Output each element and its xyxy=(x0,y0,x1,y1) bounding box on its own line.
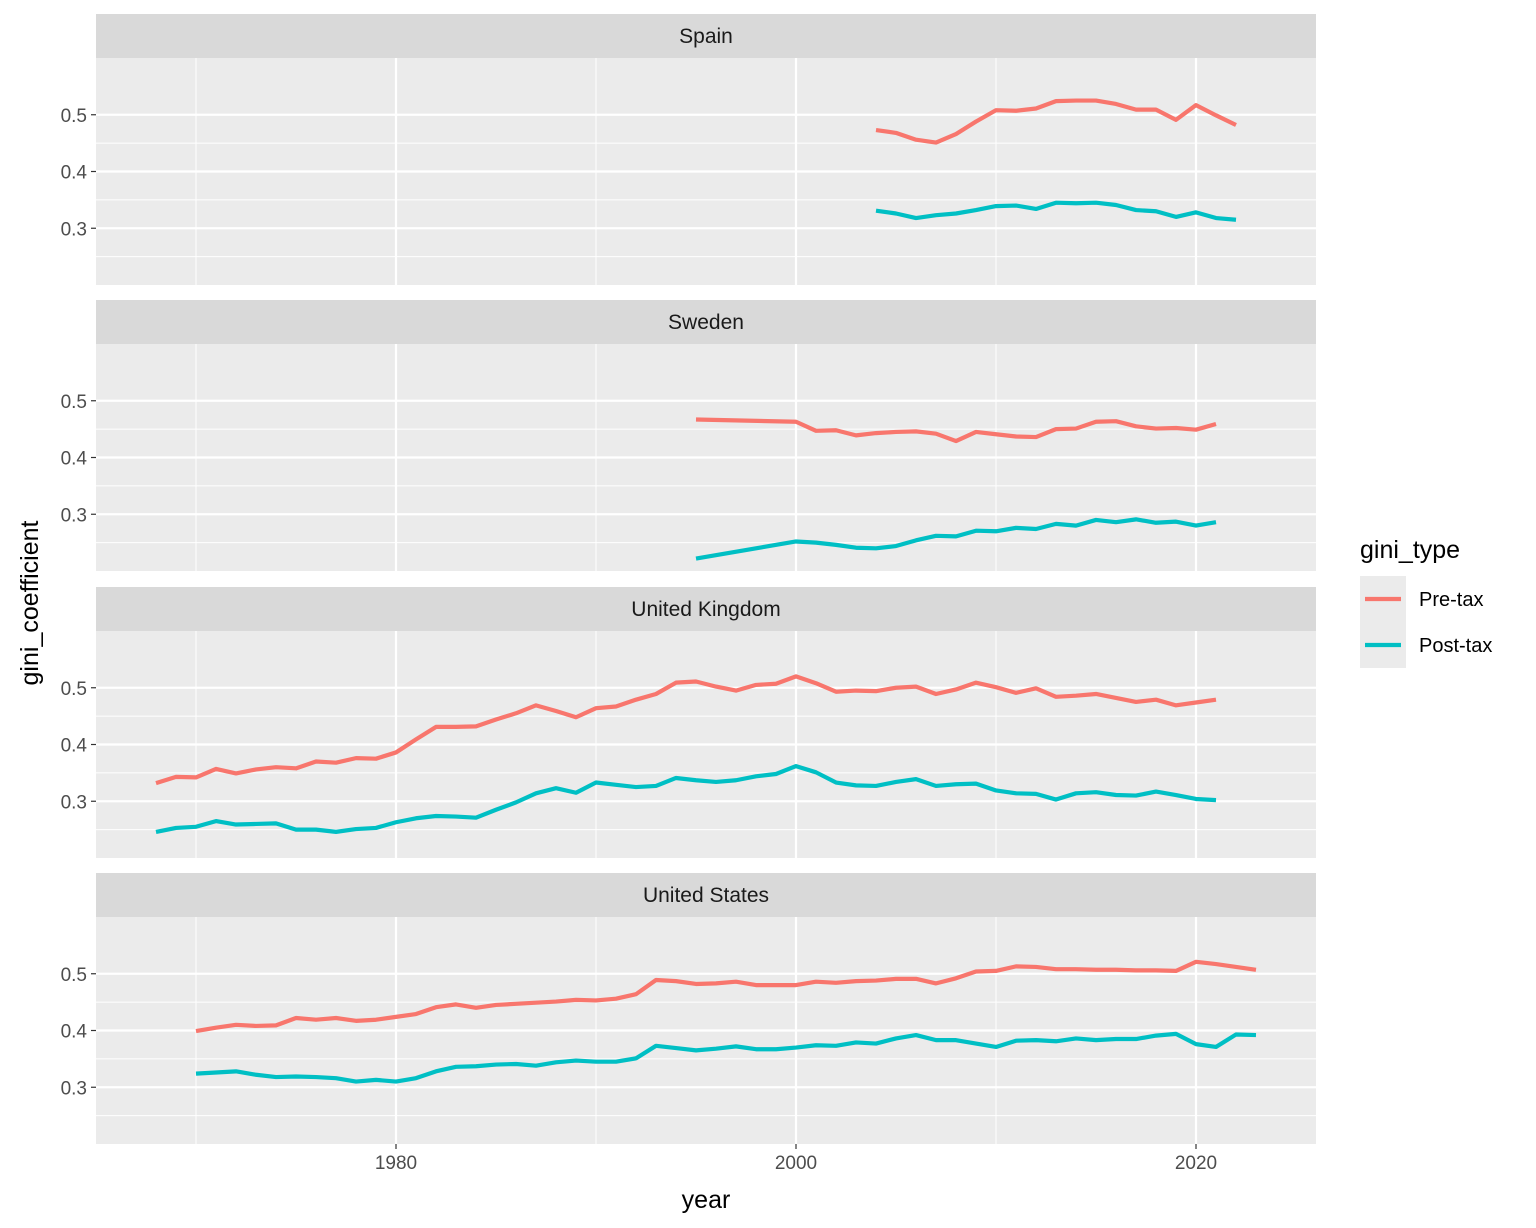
series-line-post-tax xyxy=(155,763,1217,834)
legend-label: Post-tax xyxy=(1419,635,1492,657)
series-line-pre-tax xyxy=(875,98,1237,145)
panel-sweden: Sweden 0.3 0.4 0.5 xyxy=(61,300,1316,571)
y-tick-label: 0.3 xyxy=(61,219,87,240)
x-tick-label: 1980 xyxy=(375,1153,417,1174)
facet-strip-label: United Kingdom xyxy=(631,598,780,621)
y-tick-label: 0.5 xyxy=(61,679,87,700)
y-axis-title: gini_coefficient xyxy=(16,520,44,685)
facet-strip xyxy=(96,300,1316,344)
series-line-post-tax xyxy=(695,517,1217,561)
facet-strip xyxy=(96,14,1316,58)
x-tick-label: 2020 xyxy=(1175,1153,1217,1174)
y-tick-label: 0.3 xyxy=(61,1078,87,1099)
series-line-pre-tax xyxy=(195,959,1257,1034)
legend-entries: Pre-tax Post-tax xyxy=(1360,576,1492,668)
panel-united-kingdom: United Kingdom 0.3 0.4 0.5 xyxy=(61,587,1316,858)
legend: gini_type Pre-tax Post-tax xyxy=(1360,536,1492,668)
facet-strip-label: United States xyxy=(643,884,769,907)
x-axis: 1980 2000 2020 xyxy=(375,1144,1217,1174)
y-tick-label: 0.5 xyxy=(61,965,87,986)
y-tick-label: 0.4 xyxy=(61,163,88,184)
facet-strip xyxy=(96,587,1316,631)
facet-strip-label: Sweden xyxy=(668,311,744,334)
panel-united-states: United States 0.3 0.4 0.5 xyxy=(61,873,1316,1144)
series-line-post-tax xyxy=(875,200,1237,222)
series-line-post-tax xyxy=(195,1031,1257,1084)
y-tick-label: 0.4 xyxy=(61,449,88,470)
y-tick-label: 0.3 xyxy=(61,792,87,813)
y-tick-label: 0.4 xyxy=(61,736,88,757)
panel-spain: Spain 0.3 0.4 0.5 xyxy=(61,14,1316,285)
y-tick-label: 0.5 xyxy=(61,392,87,413)
x-tick-label: 2000 xyxy=(775,1153,817,1174)
y-tick-label: 0.5 xyxy=(61,106,87,127)
y-tick-label: 0.3 xyxy=(61,505,87,526)
series-line-pre-tax xyxy=(155,674,1217,786)
legend-label: Pre-tax xyxy=(1419,589,1483,611)
series-line-pre-tax xyxy=(695,417,1217,444)
x-axis-title: year xyxy=(682,1186,731,1214)
y-tick-label: 0.4 xyxy=(61,1022,88,1043)
facet-strip-label: Spain xyxy=(679,25,733,48)
legend-title: gini_type xyxy=(1360,536,1460,564)
facet-strip xyxy=(96,873,1316,917)
